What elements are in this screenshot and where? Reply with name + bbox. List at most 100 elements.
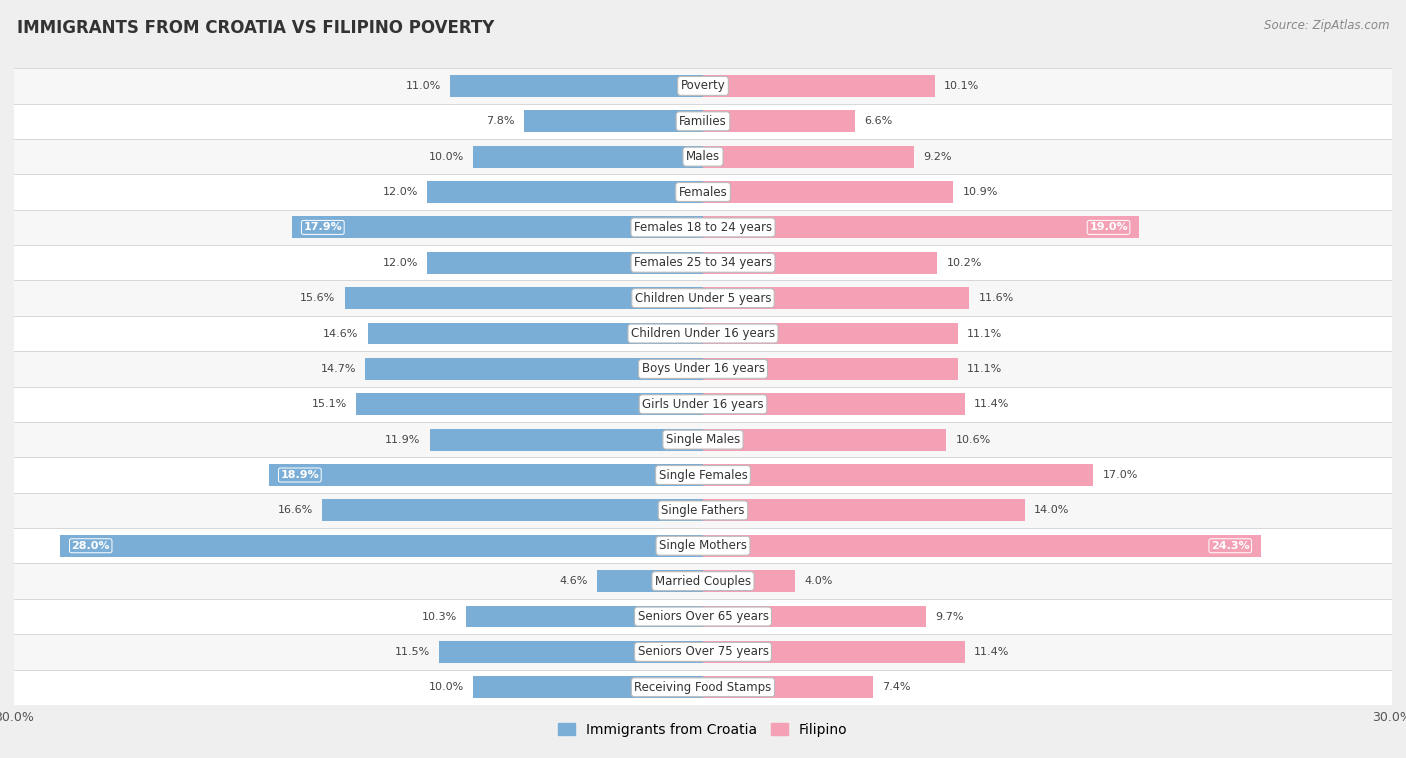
Text: 11.6%: 11.6%: [979, 293, 1014, 303]
Text: 16.6%: 16.6%: [277, 506, 312, 515]
Text: 10.6%: 10.6%: [956, 434, 991, 445]
Bar: [292, 217, 703, 238]
Text: 10.3%: 10.3%: [422, 612, 457, 622]
Text: 12.0%: 12.0%: [382, 258, 418, 268]
Bar: [3, 563, 1403, 599]
Bar: [322, 500, 703, 522]
Text: 4.0%: 4.0%: [804, 576, 832, 586]
Bar: [3, 245, 1403, 280]
Bar: [703, 181, 953, 203]
Text: 14.0%: 14.0%: [1033, 506, 1069, 515]
Text: Females 25 to 34 years: Females 25 to 34 years: [634, 256, 772, 269]
Bar: [3, 669, 1403, 705]
Bar: [703, 641, 965, 662]
Text: 6.6%: 6.6%: [863, 116, 891, 127]
Text: 7.8%: 7.8%: [486, 116, 515, 127]
Text: 15.1%: 15.1%: [312, 399, 347, 409]
Text: 7.4%: 7.4%: [882, 682, 911, 692]
Bar: [703, 252, 938, 274]
Bar: [60, 535, 703, 556]
Text: 12.0%: 12.0%: [382, 187, 418, 197]
Text: 24.3%: 24.3%: [1211, 540, 1250, 551]
Text: 30.0%: 30.0%: [0, 711, 34, 724]
Bar: [269, 464, 703, 486]
Text: Boys Under 16 years: Boys Under 16 years: [641, 362, 765, 375]
Text: 18.9%: 18.9%: [280, 470, 319, 480]
Text: Families: Families: [679, 114, 727, 128]
Text: IMMIGRANTS FROM CROATIA VS FILIPINO POVERTY: IMMIGRANTS FROM CROATIA VS FILIPINO POVE…: [17, 19, 495, 37]
Bar: [3, 599, 1403, 634]
Bar: [703, 287, 969, 309]
Bar: [3, 493, 1403, 528]
Bar: [703, 393, 965, 415]
Bar: [703, 606, 925, 628]
Bar: [3, 634, 1403, 669]
Bar: [703, 500, 1025, 522]
Bar: [3, 528, 1403, 563]
Text: 11.9%: 11.9%: [385, 434, 420, 445]
Text: 28.0%: 28.0%: [72, 540, 110, 551]
Text: 10.2%: 10.2%: [946, 258, 981, 268]
Text: 17.9%: 17.9%: [304, 222, 342, 233]
Bar: [703, 146, 914, 168]
Text: 17.0%: 17.0%: [1102, 470, 1137, 480]
Text: 9.7%: 9.7%: [935, 612, 963, 622]
Text: Children Under 16 years: Children Under 16 years: [631, 327, 775, 340]
Bar: [3, 68, 1403, 104]
Bar: [703, 358, 957, 380]
Bar: [3, 174, 1403, 210]
Bar: [703, 676, 873, 698]
Bar: [703, 570, 794, 592]
Text: 11.1%: 11.1%: [967, 328, 1002, 339]
Bar: [474, 676, 703, 698]
Bar: [3, 280, 1403, 316]
Text: Seniors Over 75 years: Seniors Over 75 years: [637, 645, 769, 659]
Bar: [3, 316, 1403, 351]
Text: Receiving Food Stamps: Receiving Food Stamps: [634, 681, 772, 694]
Text: Poverty: Poverty: [681, 80, 725, 92]
Text: 14.7%: 14.7%: [321, 364, 356, 374]
Text: 19.0%: 19.0%: [1090, 222, 1128, 233]
Text: Girls Under 16 years: Girls Under 16 years: [643, 398, 763, 411]
Bar: [703, 75, 935, 97]
Bar: [450, 75, 703, 97]
Bar: [598, 570, 703, 592]
Text: Single Mothers: Single Mothers: [659, 539, 747, 553]
Text: 10.0%: 10.0%: [429, 152, 464, 161]
Text: Single Females: Single Females: [658, 468, 748, 481]
Text: 30.0%: 30.0%: [1372, 711, 1406, 724]
Bar: [3, 104, 1403, 139]
Text: 10.1%: 10.1%: [945, 81, 980, 91]
Bar: [366, 358, 703, 380]
Bar: [427, 181, 703, 203]
Text: 4.6%: 4.6%: [560, 576, 588, 586]
Text: 11.4%: 11.4%: [974, 399, 1010, 409]
Text: 15.6%: 15.6%: [301, 293, 336, 303]
Text: Males: Males: [686, 150, 720, 163]
Text: Married Couples: Married Couples: [655, 575, 751, 587]
Bar: [3, 387, 1403, 422]
Bar: [524, 111, 703, 132]
Text: 11.1%: 11.1%: [967, 364, 1002, 374]
Text: 10.0%: 10.0%: [429, 682, 464, 692]
Bar: [439, 641, 703, 662]
Bar: [430, 429, 703, 450]
Bar: [427, 252, 703, 274]
Bar: [703, 464, 1094, 486]
Bar: [703, 217, 1139, 238]
Bar: [3, 210, 1403, 245]
Bar: [3, 457, 1403, 493]
Text: Single Fathers: Single Fathers: [661, 504, 745, 517]
Text: Single Males: Single Males: [666, 433, 740, 446]
Text: Source: ZipAtlas.com: Source: ZipAtlas.com: [1264, 19, 1389, 32]
Bar: [467, 606, 703, 628]
Bar: [3, 422, 1403, 457]
Bar: [703, 535, 1261, 556]
Bar: [474, 146, 703, 168]
Text: 14.6%: 14.6%: [323, 328, 359, 339]
Bar: [368, 323, 703, 344]
Bar: [3, 351, 1403, 387]
Bar: [703, 429, 946, 450]
Bar: [3, 139, 1403, 174]
Legend: Immigrants from Croatia, Filipino: Immigrants from Croatia, Filipino: [553, 718, 853, 743]
